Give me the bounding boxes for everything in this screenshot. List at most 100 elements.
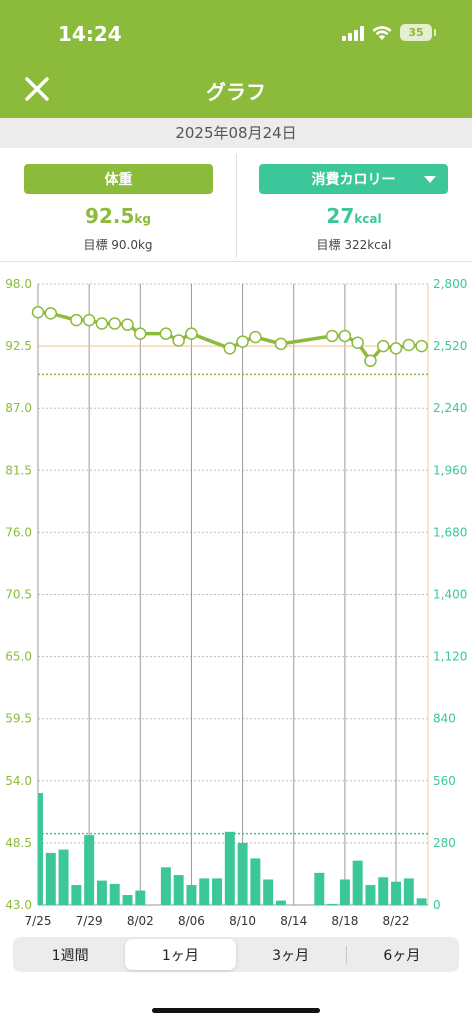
x-axis-tick-label: 7/25 <box>25 914 52 928</box>
right-axis-tick-label: 1,400 <box>433 588 467 602</box>
x-axis-tick-label: 8/22 <box>383 914 410 928</box>
calorie-bar <box>109 883 120 905</box>
calorie-value: 27kcal <box>326 204 382 228</box>
calorie-bar <box>58 849 69 905</box>
right-axis-tick-label: 2,240 <box>433 401 467 415</box>
calorie-bar <box>378 877 389 905</box>
weight-goal: 目標 90.0kg <box>83 238 153 252</box>
calorie-dropdown-label: 消費カロリー <box>311 172 396 188</box>
calorie-bar <box>352 860 363 905</box>
calorie-bar <box>186 885 197 905</box>
calorie-bar <box>160 867 171 905</box>
calorie-bar <box>173 875 184 905</box>
x-axis-tick-label: 7/29 <box>76 914 103 928</box>
period-selector: 1週間 1ヶ月 3ヶ月 6ヶ月 <box>13 937 459 972</box>
right-axis-tick-label: 2,800 <box>433 277 467 291</box>
weight-point <box>172 334 185 347</box>
summary-panel: 体重 消費カロリー 92.5kg 27kcal 目標 90.0kg 目標 322… <box>0 148 472 262</box>
panel-divider <box>236 154 237 258</box>
left-axis-tick-label: 76.0 <box>5 525 32 539</box>
calorie-bar <box>314 872 325 905</box>
x-axis-tick-label: 8/06 <box>178 914 205 928</box>
right-axis-tick-label: 0 <box>433 898 441 912</box>
x-axis-tick-label: 8/18 <box>331 914 358 928</box>
calorie-bar <box>365 885 376 905</box>
weight-point <box>44 307 58 320</box>
weight-button-label: 体重 <box>104 172 133 188</box>
left-axis-tick-label: 59.5 <box>5 712 32 726</box>
cellular-signal-icon <box>342 25 364 41</box>
period-1-week[interactable]: 1週間 <box>51 947 89 964</box>
calorie-bar <box>403 878 414 905</box>
calorie-bar <box>263 879 274 905</box>
weight-point <box>351 336 364 349</box>
weight-point <box>364 354 377 368</box>
calorie-bar <box>224 831 235 905</box>
date-label: 2025年08月24日 <box>0 118 472 148</box>
weight-point <box>236 335 249 348</box>
calorie-bar <box>237 842 248 905</box>
battery-icon: 35 <box>400 24 436 41</box>
calorie-bar <box>45 852 56 905</box>
weight-point <box>82 313 96 327</box>
left-axis-tick-label: 98.0 <box>5 277 32 291</box>
weight-point <box>249 330 262 344</box>
right-axis-tick-label: 1,960 <box>433 463 467 477</box>
weight-calorie-chart: 98.0 2,800 92.5 2,520 87.0 2,240 81.5 1,960 76.0… <box>5 277 467 928</box>
weight-point <box>223 342 237 355</box>
calorie-bar <box>250 858 261 905</box>
period-6-months[interactable]: 6ヶ月 <box>383 947 421 964</box>
weight-point <box>376 339 390 353</box>
calorie-bar <box>71 885 82 905</box>
left-axis-tick-label: 48.5 <box>5 836 32 850</box>
weight-point <box>159 327 173 340</box>
x-axis-tick-label: 8/14 <box>280 914 307 928</box>
calorie-bar <box>416 898 427 905</box>
close-icon[interactable] <box>22 74 52 104</box>
right-axis-tick-label: 560 <box>433 774 456 788</box>
status-time: 14:24 <box>58 22 122 46</box>
left-axis-tick-label: 87.0 <box>5 401 32 415</box>
calorie-bar <box>391 881 402 905</box>
calorie-bar <box>212 878 223 905</box>
calorie-bar <box>38 792 43 905</box>
calorie-bar <box>122 895 133 905</box>
status-icons: 35 <box>342 24 436 41</box>
calorie-bar <box>327 903 338 905</box>
weight-point <box>338 329 352 343</box>
weight-point <box>31 305 45 319</box>
weight-point <box>70 313 83 327</box>
calorie-goal: 目標 322kcal <box>316 238 392 252</box>
segment-divider <box>345 945 347 964</box>
calorie-bar <box>339 879 350 905</box>
left-axis-tick-label: 54.0 <box>5 774 32 788</box>
caret-down-icon <box>424 176 436 183</box>
weight-point <box>95 317 109 330</box>
calorie-dropdown[interactable]: 消費カロリー <box>259 164 448 194</box>
weight-point <box>402 338 416 352</box>
right-axis-tick-label: 2,520 <box>433 339 467 353</box>
wifi-icon <box>372 25 392 40</box>
weight-point <box>185 327 198 340</box>
weight-point <box>415 339 428 353</box>
weight-point <box>121 318 134 331</box>
calorie-bar <box>199 878 210 905</box>
right-axis-tick-label: 840 <box>433 712 456 726</box>
header-bar: 14:24 35 グラフ <box>0 0 472 118</box>
right-axis-tick-label: 1,120 <box>433 650 467 664</box>
right-axis-tick-label: 1,680 <box>433 525 467 539</box>
period-1-month[interactable]: 1ヶ月 <box>125 939 236 970</box>
calorie-bar <box>275 900 286 905</box>
x-axis-tick-label: 8/10 <box>229 914 256 928</box>
calorie-bar <box>96 880 107 905</box>
weight-point <box>389 342 403 355</box>
weight-point <box>325 329 339 343</box>
weight-value: 92.5kg <box>85 204 151 228</box>
left-axis-tick-label: 81.5 <box>5 463 32 477</box>
home-indicator <box>152 1008 320 1013</box>
page-title: グラフ <box>206 80 266 104</box>
left-axis-tick-label: 92.5 <box>5 339 32 353</box>
left-axis-tick-label: 70.5 <box>5 588 32 602</box>
period-3-months[interactable]: 3ヶ月 <box>272 947 310 964</box>
weight-button[interactable]: 体重 <box>24 164 213 194</box>
